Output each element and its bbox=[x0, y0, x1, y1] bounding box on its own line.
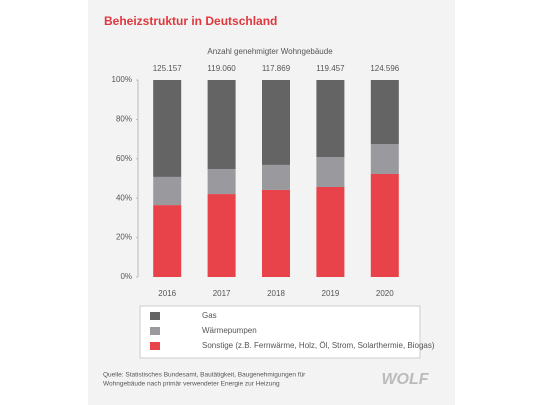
x-tick-label: 2019 bbox=[322, 289, 340, 298]
bar-annotation: 119.457 bbox=[316, 64, 345, 73]
bar-segment bbox=[153, 205, 182, 277]
bar-segment bbox=[370, 173, 399, 277]
y-tick-label: 20% bbox=[116, 233, 132, 242]
legend-swatch bbox=[150, 312, 160, 320]
legend-label: Gas bbox=[202, 311, 217, 320]
legend bbox=[139, 305, 421, 359]
x-tick-label: 2020 bbox=[376, 289, 394, 298]
source: Quelle: Statistisches Bundesamt, Bautäti… bbox=[103, 372, 306, 379]
y-tick-label: 80% bbox=[116, 115, 132, 124]
bar-segment bbox=[316, 186, 345, 277]
legend-swatch bbox=[150, 342, 160, 350]
bar-segment bbox=[370, 80, 399, 145]
bar-segment bbox=[262, 164, 290, 190]
legend-swatch bbox=[150, 327, 160, 335]
subtitle: Anzahl genehmigter Wohngebäude bbox=[207, 47, 333, 56]
bar-segment bbox=[207, 194, 236, 277]
legend-label: Wärmepumpen bbox=[202, 326, 257, 335]
y-tick-label: 40% bbox=[116, 193, 132, 202]
bar-segment bbox=[153, 80, 182, 177]
bar-segment bbox=[262, 80, 290, 165]
y-tick-label: 60% bbox=[116, 154, 132, 163]
bar-segment bbox=[262, 189, 290, 277]
bar-annotation: 125.157 bbox=[153, 64, 182, 73]
y-tick-label: 100% bbox=[112, 75, 132, 84]
y-tick-label: 0% bbox=[120, 272, 132, 281]
source: Wohngebäude nach primär verwendeter Ener… bbox=[103, 381, 280, 388]
x-tick-label: 2018 bbox=[267, 289, 285, 298]
x-tick-label: 2017 bbox=[213, 289, 231, 298]
logo: WOLF bbox=[381, 371, 429, 388]
bar-segment bbox=[316, 157, 345, 187]
bar-annotation: 117.869 bbox=[262, 64, 291, 73]
bar-annotation: 119.060 bbox=[207, 64, 236, 73]
x-tick-label: 2016 bbox=[158, 289, 176, 298]
legend-label: Sonstige (z.B. Fernwärme, Holz, Öl, Stro… bbox=[202, 341, 435, 350]
bar-segment bbox=[370, 144, 399, 174]
bar-segment bbox=[207, 169, 236, 195]
bar-segment bbox=[207, 80, 236, 170]
chart-title: Beheizstruktur in Deutschland bbox=[104, 14, 277, 28]
bar-segment bbox=[153, 176, 182, 206]
bar-annotation: 124.596 bbox=[370, 64, 399, 73]
bar-segment bbox=[316, 80, 345, 158]
